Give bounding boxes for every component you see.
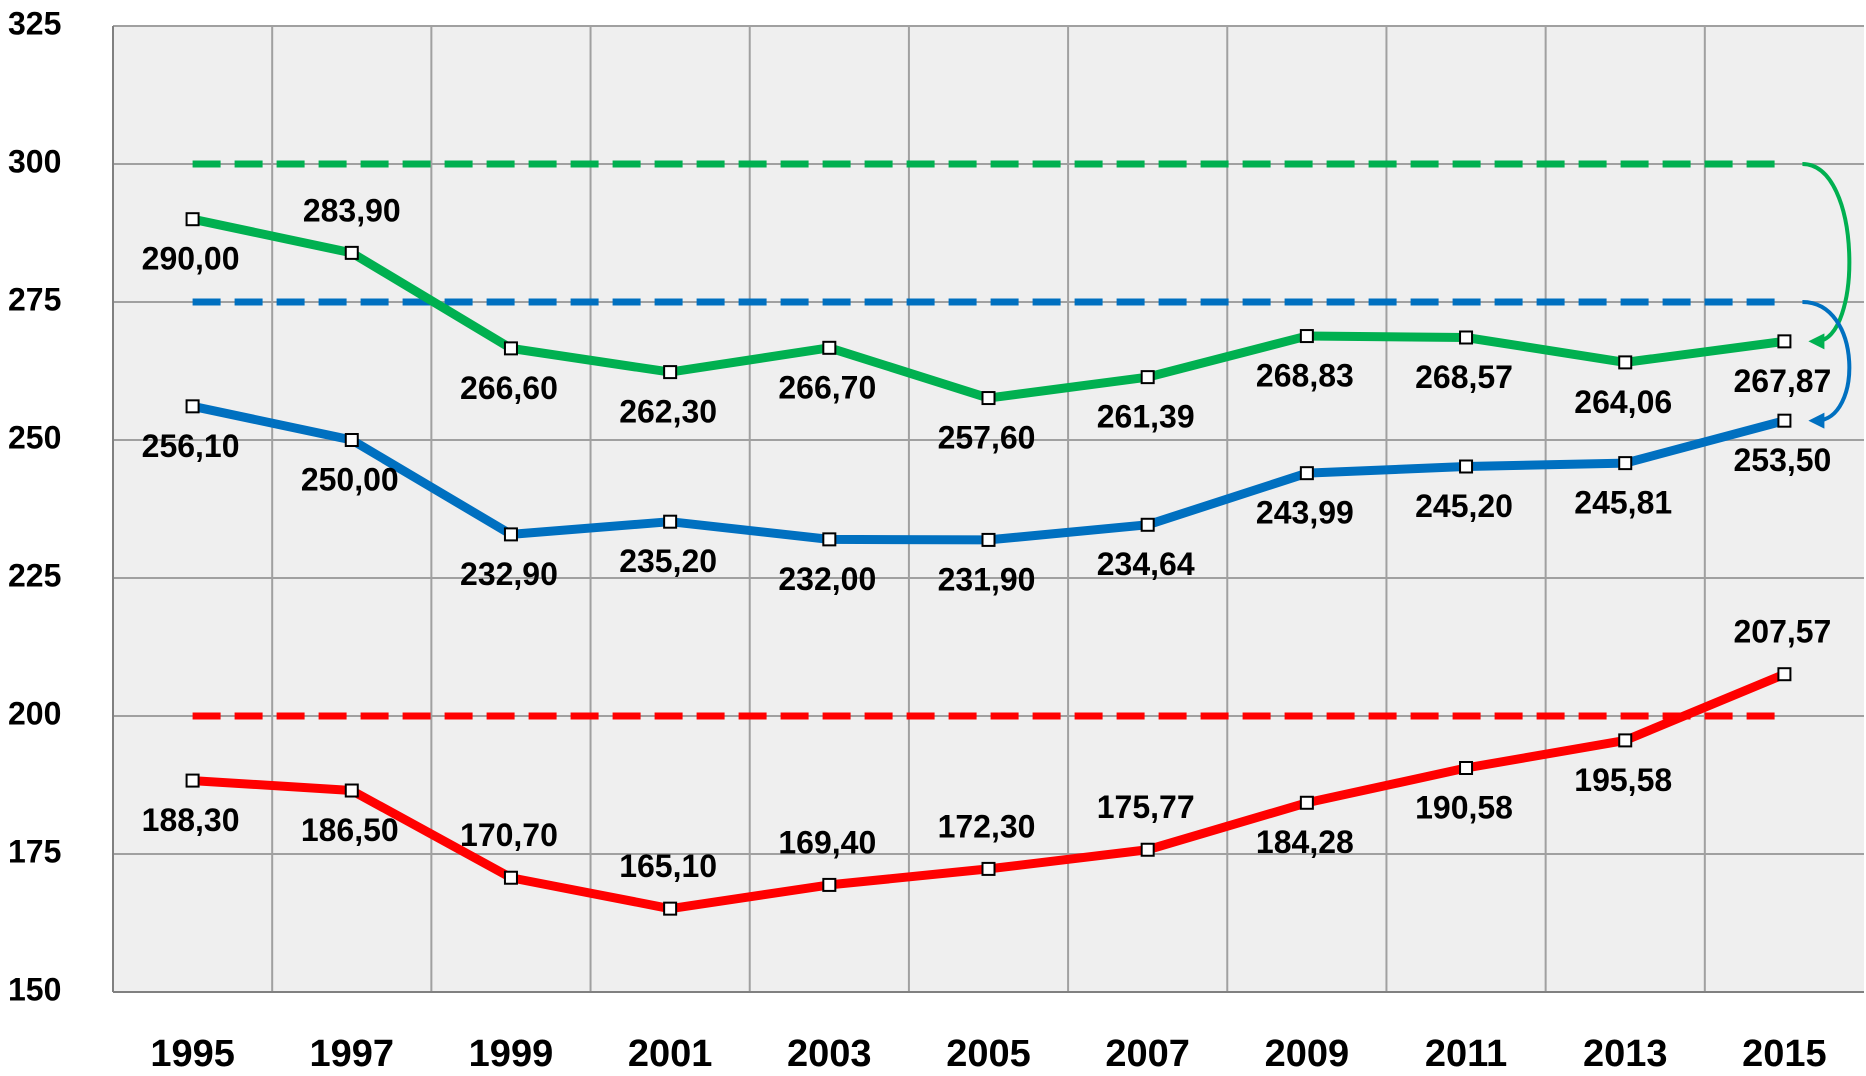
data-point [185, 399, 200, 414]
y-tick-label: 225 [8, 557, 61, 593]
value-label: 283,90 [303, 192, 401, 228]
plot-area [113, 26, 1864, 992]
data-point [1618, 456, 1633, 471]
data-point [1618, 355, 1633, 370]
value-label: 195,58 [1574, 762, 1672, 798]
value-label: 245,20 [1415, 488, 1513, 524]
data-point [981, 861, 996, 876]
data-point [185, 212, 200, 227]
x-tick-label: 2005 [946, 1033, 1031, 1075]
value-label: 250,00 [301, 461, 399, 497]
data-point [503, 341, 518, 356]
data-point [822, 340, 837, 355]
x-tick-label: 2007 [1105, 1033, 1190, 1075]
data-point [663, 514, 678, 529]
x-tick-label: 2001 [628, 1033, 713, 1075]
value-label: 257,60 [938, 420, 1036, 456]
data-point [1777, 334, 1792, 349]
x-tick-label: 1999 [469, 1033, 554, 1075]
x-tick-label: 2013 [1583, 1033, 1668, 1075]
arrow [1802, 300, 1852, 429]
value-label: 188,30 [142, 802, 240, 838]
data-point [344, 245, 359, 260]
value-label: 234,64 [1097, 546, 1195, 582]
x-tick-label: 1995 [150, 1033, 235, 1075]
data-point [822, 532, 837, 547]
data-point [503, 527, 518, 542]
value-label: 232,00 [778, 561, 876, 597]
value-label: 172,30 [938, 808, 1036, 844]
y-tick-label: 200 [8, 695, 61, 731]
value-label: 184,28 [1256, 824, 1354, 860]
data-point [1140, 370, 1155, 385]
arrow [1802, 162, 1852, 350]
value-label: 245,81 [1574, 485, 1672, 521]
value-label: 268,83 [1256, 358, 1354, 394]
data-point [344, 433, 359, 447]
data-point [1777, 413, 1792, 428]
data-point [185, 773, 200, 788]
value-label: 207,57 [1733, 614, 1831, 650]
data-point [822, 877, 837, 892]
value-label: 170,70 [460, 817, 558, 853]
value-label: 190,58 [1415, 789, 1513, 825]
value-label: 175,77 [1097, 789, 1195, 825]
data-point [1777, 667, 1792, 682]
value-label: 169,40 [778, 824, 876, 860]
y-tick-label: 300 [8, 143, 61, 179]
data-point [981, 391, 996, 406]
value-label: 253,50 [1733, 442, 1831, 478]
data-point [1299, 466, 1314, 481]
data-point [663, 901, 678, 916]
x-tick-label: 2011 [1425, 1033, 1507, 1075]
value-label: 261,39 [1097, 399, 1195, 435]
data-point [1140, 842, 1155, 857]
y-tick-label: 175 [8, 833, 61, 869]
data-point [1618, 733, 1633, 748]
data-point [663, 365, 678, 380]
value-label: 231,90 [938, 561, 1036, 597]
data-point [344, 783, 359, 798]
x-tick-label: 2009 [1265, 1033, 1350, 1075]
value-label: 262,30 [619, 394, 717, 430]
data-point [981, 532, 996, 547]
data-point [503, 870, 518, 885]
y-tick-label: 275 [8, 281, 61, 317]
value-label: 235,20 [619, 543, 717, 579]
value-label: 267,87 [1733, 363, 1831, 399]
value-label: 165,10 [619, 848, 717, 884]
value-label: 266,70 [778, 369, 876, 405]
y-tick-label: 250 [8, 419, 61, 455]
x-tick-label: 2003 [787, 1033, 872, 1075]
data-point [1459, 760, 1474, 775]
x-tick-label: 2015 [1742, 1033, 1827, 1075]
y-tick-label: 325 [8, 5, 61, 41]
value-label: 290,00 [142, 241, 240, 277]
value-label: 232,90 [460, 556, 558, 592]
data-point [1459, 459, 1474, 474]
data-point [1299, 795, 1314, 810]
y-tick-label: 150 [8, 971, 61, 1007]
data-point [1459, 330, 1474, 345]
value-label: 256,10 [142, 428, 240, 464]
value-label: 186,50 [301, 812, 399, 848]
data-point [1140, 517, 1155, 532]
data-point [1299, 329, 1314, 344]
x-tick-label: 1997 [309, 1033, 394, 1075]
value-label: 266,60 [460, 370, 558, 406]
value-label: 264,06 [1574, 384, 1672, 420]
value-label: 268,57 [1415, 359, 1513, 395]
value-label: 243,99 [1256, 495, 1354, 531]
